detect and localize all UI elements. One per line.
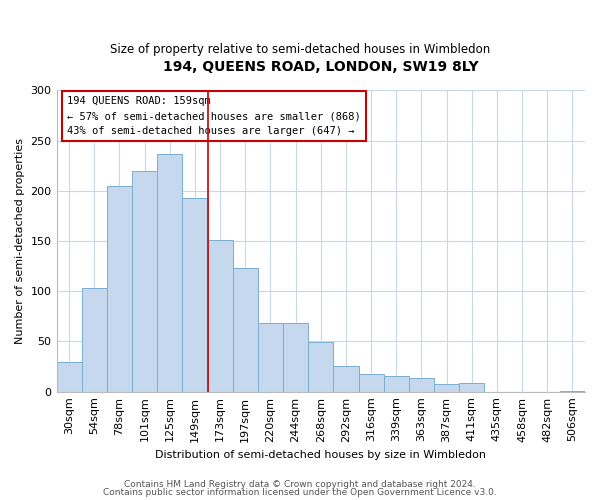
Bar <box>383 376 409 392</box>
Text: Contains public sector information licensed under the Open Government Licence v3: Contains public sector information licen… <box>103 488 497 497</box>
Bar <box>409 378 434 392</box>
Bar <box>308 342 334 392</box>
Bar <box>233 268 258 392</box>
Bar <box>434 384 459 392</box>
Bar <box>459 382 484 392</box>
Bar <box>283 324 308 392</box>
X-axis label: Distribution of semi-detached houses by size in Wimbledon: Distribution of semi-detached houses by … <box>155 450 486 460</box>
Bar <box>334 366 359 392</box>
Bar <box>132 171 157 392</box>
Y-axis label: Number of semi-detached properties: Number of semi-detached properties <box>15 138 25 344</box>
Bar <box>258 324 283 392</box>
Bar <box>560 390 585 392</box>
Bar <box>82 288 107 392</box>
Bar <box>359 374 383 392</box>
Text: Size of property relative to semi-detached houses in Wimbledon: Size of property relative to semi-detach… <box>110 42 490 56</box>
Bar <box>157 154 182 392</box>
Text: Contains HM Land Registry data © Crown copyright and database right 2024.: Contains HM Land Registry data © Crown c… <box>124 480 476 489</box>
Text: 194 QUEENS ROAD: 159sqm
← 57% of semi-detached houses are smaller (868)
43% of s: 194 QUEENS ROAD: 159sqm ← 57% of semi-de… <box>67 96 361 136</box>
Bar <box>56 362 82 392</box>
Title: 194, QUEENS ROAD, LONDON, SW19 8LY: 194, QUEENS ROAD, LONDON, SW19 8LY <box>163 60 479 74</box>
Bar <box>107 186 132 392</box>
Bar <box>208 240 233 392</box>
Bar <box>182 198 208 392</box>
